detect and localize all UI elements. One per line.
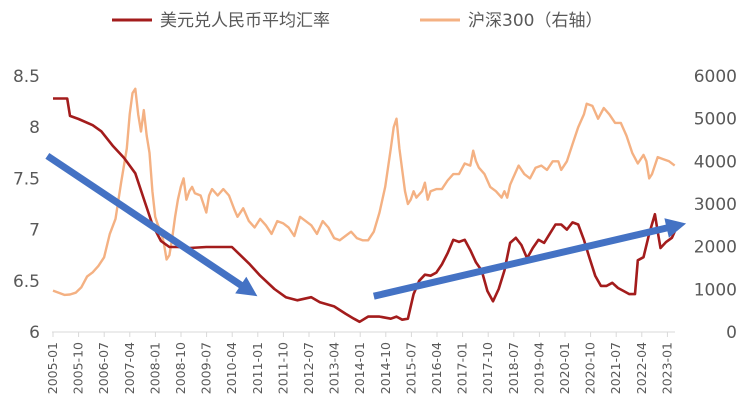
- x-tick-label: 2005-10: [71, 342, 86, 394]
- x-tick-label: 2010-04: [224, 342, 239, 394]
- x-tick-label: 2012-07: [301, 342, 316, 394]
- x-tick-label: 2011-01: [250, 342, 265, 394]
- trend-arrow-down: [45, 153, 258, 297]
- x-tick-label: 2022-04: [634, 342, 649, 394]
- x-tick-label: 2009-07: [199, 342, 214, 394]
- y-left-tick-label: 6: [29, 323, 40, 343]
- series-csi300-line: [52, 87, 676, 297]
- x-tick-label: 2017-01: [455, 342, 470, 394]
- x-tick-label: 2011-10: [275, 342, 290, 394]
- trend-arrow-up: [373, 218, 687, 300]
- legend-label-csi300: 沪深300（右轴）: [468, 11, 602, 31]
- x-tick-label: 2014-01: [352, 342, 367, 394]
- x-tick-label: 2006-07: [96, 342, 111, 394]
- y-right-tick-label: 4000: [694, 152, 737, 172]
- x-tick-label: 2021-07: [608, 342, 623, 394]
- x-tick-label: 2018-07: [506, 342, 521, 394]
- x-tick-label: 2013-04: [327, 342, 342, 394]
- y-right-tick-label: 0: [726, 323, 737, 343]
- legend: 美元兑人民币平均汇率 沪深300（右轴）: [112, 11, 602, 31]
- y-right-tick-label: 5000: [694, 110, 737, 130]
- y-left-tick-label: 6.5: [13, 272, 40, 292]
- y-left-tick-label: 8: [29, 118, 40, 138]
- x-tick-label: 2014-10: [378, 342, 393, 394]
- x-tick-label: 2017-10: [480, 342, 495, 394]
- y-axis-left: 8.5 8 7.5 7 6.5 6: [13, 67, 40, 343]
- x-tick-label: 2016-04: [429, 342, 444, 394]
- series-group: [52, 87, 676, 324]
- y-right-tick-label: 1000: [694, 280, 737, 300]
- x-tick-label: 2008-01: [147, 342, 162, 394]
- y-right-tick-label: 3000: [694, 195, 737, 215]
- legend-label-usdcny: 美元兑人民币平均汇率: [160, 11, 330, 31]
- x-tick-label: 2015-07: [403, 342, 418, 394]
- x-tick-label: 2019-04: [531, 342, 546, 394]
- x-tick-label: 2008-10: [173, 342, 188, 394]
- trend-arrows: [45, 153, 687, 300]
- y-left-tick-label: 7: [29, 221, 40, 241]
- x-tick-label: 2007-04: [122, 342, 137, 394]
- x-axis-ticks: 2005-01 2005-10 2006-07 2007-04 2008-01 2008-…: [45, 332, 674, 394]
- y-left-tick-label: 8.5: [13, 67, 40, 87]
- y-axis-right: 6000 5000 4000 3000 2000 1000 0: [694, 67, 737, 343]
- x-tick-label: 2023-01: [659, 342, 674, 394]
- y-right-tick-label: 2000: [694, 238, 737, 258]
- x-tick-label: 2005-01: [45, 342, 60, 394]
- y-right-tick-label: 6000: [694, 67, 737, 87]
- x-tick-label: 2020-10: [583, 342, 598, 394]
- y-left-tick-label: 7.5: [13, 169, 40, 189]
- x-tick-label: 2020-01: [557, 342, 572, 394]
